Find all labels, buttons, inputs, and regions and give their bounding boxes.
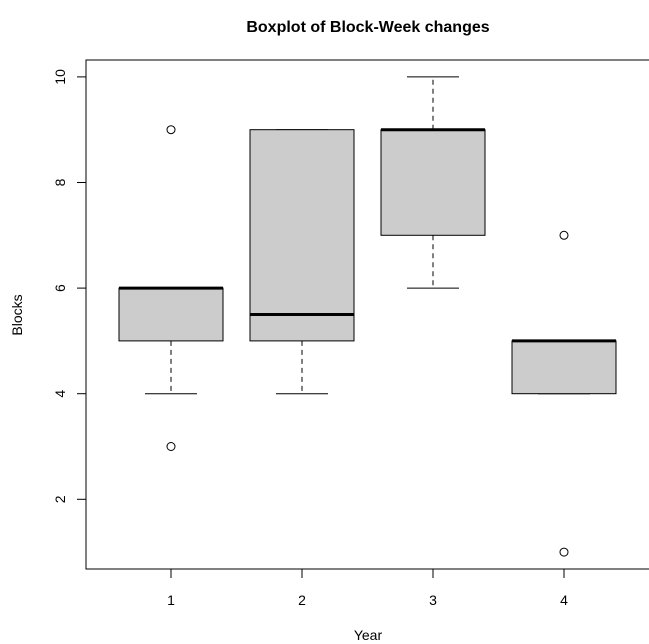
x-tick-label: 1 xyxy=(167,592,175,608)
x-tick-label: 4 xyxy=(560,592,568,608)
outlier-point xyxy=(559,547,569,557)
x-tick-label: 2 xyxy=(298,592,306,608)
x-axis-label: Year xyxy=(354,627,383,643)
box-group-3 xyxy=(380,76,486,289)
box-group-4 xyxy=(511,230,617,557)
box-group-2 xyxy=(249,129,355,395)
chart-title: Boxplot of Block-Week changes xyxy=(246,19,489,36)
box-body xyxy=(380,129,486,236)
outlier-point xyxy=(166,442,176,452)
box-body xyxy=(249,129,355,342)
outlier-point xyxy=(166,125,176,135)
y-axis-label: Blocks xyxy=(9,294,25,335)
y-axis: 2 4 6 8 10 xyxy=(52,69,87,503)
x-tick-label: 3 xyxy=(429,592,437,608)
box-body xyxy=(118,287,224,342)
x-axis: 1 2 3 4 xyxy=(167,568,568,608)
y-tick-label: 4 xyxy=(52,390,68,398)
boxes-layer xyxy=(118,76,617,557)
y-tick-label: 8 xyxy=(52,178,68,186)
y-tick-label: 6 xyxy=(52,284,68,292)
y-tick-label: 2 xyxy=(52,495,68,503)
box-body xyxy=(511,340,617,395)
outlier-point xyxy=(559,230,569,240)
box-group-1 xyxy=(118,125,224,452)
y-tick-label: 10 xyxy=(52,69,68,85)
